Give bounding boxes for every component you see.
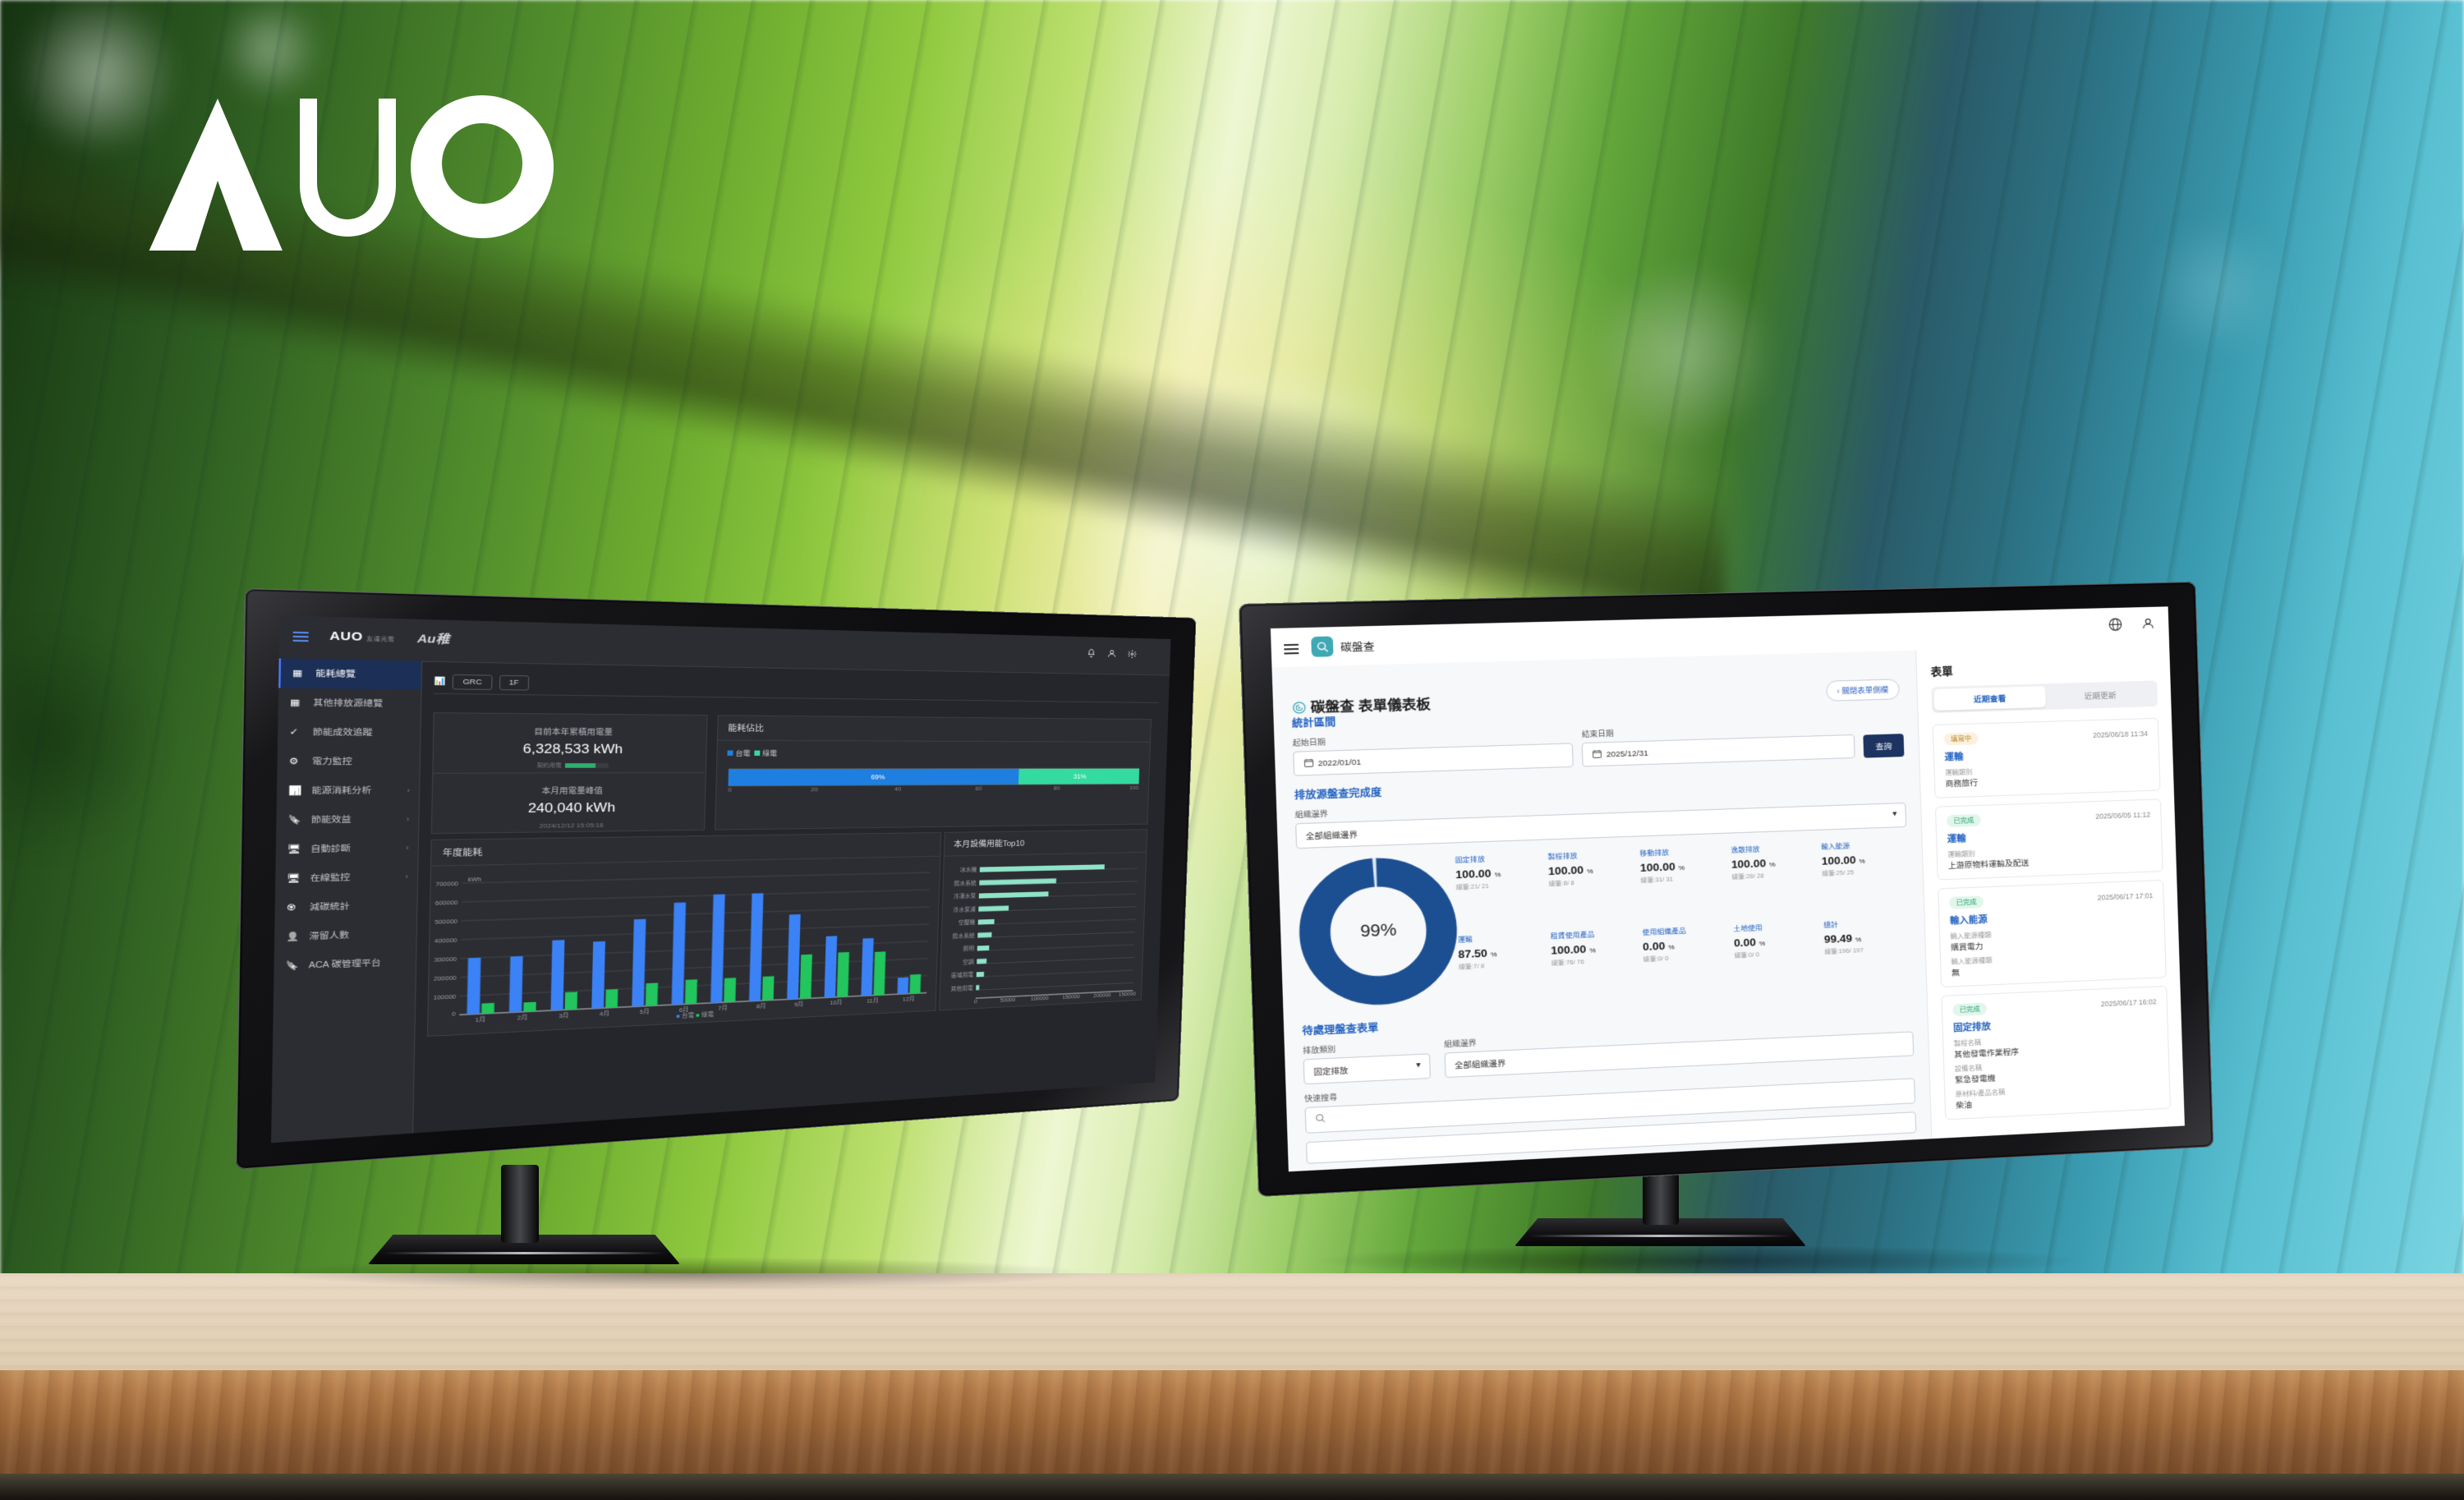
- svg-text:1月: 1月: [475, 1015, 485, 1023]
- svg-text:2月: 2月: [517, 1014, 528, 1021]
- svg-text:空壓機: 空壓機: [958, 919, 976, 926]
- svg-text:0: 0: [974, 998, 977, 1005]
- svg-text:500000: 500000: [434, 918, 457, 925]
- svg-text:8月: 8月: [756, 1002, 766, 1010]
- svg-text:400000: 400000: [434, 936, 457, 945]
- svg-text:12月: 12月: [903, 996, 915, 1003]
- svg-text:600000: 600000: [435, 899, 458, 906]
- svg-text:區域用電: 區域用電: [951, 972, 973, 979]
- svg-text:熙水系統: 熙水系統: [954, 880, 976, 886]
- svg-text:泠水泵浦: 泠水泵浦: [953, 906, 975, 913]
- svg-text:4月: 4月: [600, 1010, 609, 1017]
- svg-text:■ 台電 ■ 綠電: ■ 台電 ■ 綠電: [676, 1011, 714, 1019]
- svg-text:3月: 3月: [559, 1012, 569, 1019]
- svg-text:7月: 7月: [718, 1004, 728, 1011]
- svg-text:照明: 照明: [963, 946, 975, 952]
- svg-text:冰水機: 冰水機: [960, 867, 977, 873]
- svg-text:10月: 10月: [830, 999, 842, 1006]
- svg-text:0: 0: [452, 1010, 456, 1018]
- svg-text:11月: 11月: [867, 997, 879, 1005]
- svg-text:100000: 100000: [433, 993, 456, 1001]
- svg-text:700000: 700000: [435, 880, 458, 887]
- svg-text:冷凍水泵: 冷凍水泵: [954, 893, 976, 900]
- svg-text:200000: 200000: [434, 974, 457, 982]
- svg-text:其他用電: 其他用電: [950, 985, 972, 992]
- svg-text:kWh: kWh: [468, 876, 482, 883]
- svg-text:空調: 空調: [963, 959, 974, 965]
- svg-text:9月: 9月: [794, 1001, 804, 1008]
- svg-text:熙水系統: 熙水系統: [952, 932, 974, 940]
- svg-text:5月: 5月: [640, 1008, 650, 1015]
- svg-text:300000: 300000: [434, 955, 457, 964]
